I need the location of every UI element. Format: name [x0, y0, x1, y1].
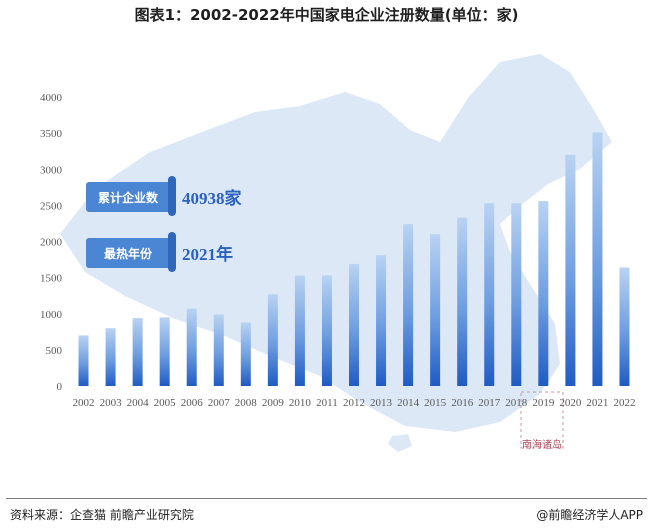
- x-tick-label: 2013: [370, 397, 393, 409]
- x-tick-label: 2012: [343, 397, 365, 409]
- stat-value-peak: 2021年: [182, 244, 233, 264]
- brand-credit: @前瞻经济学人APP: [536, 508, 643, 522]
- stat-value-total: 40938家: [182, 188, 242, 208]
- stat-badge-cumulative: [86, 182, 174, 212]
- stat-cumulative: 累计企业数 2021年 40938家: [86, 176, 242, 216]
- bar-2007: [213, 314, 224, 386]
- y-axis: 0 500 1000 1500 2000 2500 3000 3500 4000: [40, 92, 63, 393]
- y-tick-label: 4000: [40, 92, 63, 104]
- y-tick-label: 1000: [40, 309, 63, 321]
- x-tick-label: 2008: [235, 397, 258, 409]
- bar-2006: [186, 308, 197, 386]
- bar-2009: [267, 294, 278, 386]
- x-tick-label: 2016: [451, 397, 474, 409]
- x-tick-label: 2004: [127, 397, 150, 409]
- y-tick-label: 0: [57, 381, 63, 393]
- bar-2004: [132, 318, 143, 386]
- y-tick-label: 2000: [40, 237, 63, 249]
- x-tick-label: 2003: [100, 397, 123, 409]
- bar-2016: [457, 217, 468, 386]
- bar-2010: [294, 275, 305, 386]
- x-tick-label: 2021: [586, 397, 608, 409]
- south-china-sea-label: 南海诸岛: [522, 438, 562, 451]
- y-tick-label: 3000: [40, 164, 63, 176]
- bar-2013: [376, 255, 387, 386]
- y-tick-label: 3500: [40, 128, 63, 140]
- chart-title: 图表1：2002-2022年中国家电企业注册数量(单位：家): [134, 6, 519, 24]
- stat-label-cumulative: 累计企业数: [98, 190, 159, 205]
- bar-chart: 南海诸岛 0 500 1000 1500 2000 2500 3000 3500 4000 20…: [40, 54, 636, 452]
- bar-2018: [511, 203, 522, 386]
- bar-2014: [403, 224, 414, 386]
- footer: 资料来源：企查猫 前瞻产业研究院 @前瞻经济学人APP: [0, 498, 653, 532]
- stat-badge-roll-cumulative: [168, 176, 176, 216]
- x-tick-label: 2018: [505, 397, 528, 409]
- china-map-shape: [60, 54, 612, 432]
- x-tick-label: 2002: [73, 397, 95, 409]
- stat-badge-peak: [86, 238, 174, 268]
- x-tick-label: 2020: [559, 397, 582, 409]
- source-note: 资料来源：企查猫 前瞻产业研究院: [10, 508, 194, 522]
- x-tick-label: 2014: [397, 397, 420, 409]
- x-tick-label: 2007: [208, 397, 231, 409]
- x-tick-label: 2011: [316, 397, 338, 409]
- bar-2021: [592, 132, 603, 386]
- x-tick-label: 2005: [154, 397, 177, 409]
- bar-2022: [619, 267, 630, 386]
- bar-2017: [484, 203, 495, 386]
- bar-2005: [159, 317, 170, 386]
- x-tick-label: 2015: [424, 397, 447, 409]
- bar-2002: [78, 335, 89, 386]
- y-tick-label: 500: [46, 345, 63, 357]
- x-tick-label: 2019: [532, 397, 555, 409]
- stat-label-peak: 最热年份: [104, 246, 153, 261]
- x-tick-label: 2017: [478, 397, 501, 409]
- bar-2012: [349, 263, 359, 386]
- stat-badge-roll-peak: [168, 232, 176, 272]
- bar-2019: [538, 201, 549, 386]
- x-tick-label: 2006: [181, 397, 204, 409]
- x-tick-label: 2010: [289, 397, 312, 409]
- bar-2003: [105, 328, 116, 386]
- bar-2015: [430, 234, 441, 386]
- bar-series: [78, 132, 630, 386]
- south-china-sea-inset: [520, 391, 564, 449]
- bar-2011: [321, 275, 332, 386]
- x-tick-label: 2022: [613, 397, 635, 409]
- footer-divider: [6, 498, 647, 499]
- x-tick-label: 2009: [262, 397, 285, 409]
- hainan-island: [388, 434, 412, 452]
- y-tick-label: 2500: [40, 200, 63, 212]
- stat-peak-year: 最热年份 2021年: [86, 232, 233, 272]
- y-tick-label: 1500: [40, 273, 63, 285]
- x-axis: 2002 2003 2004 2005 2006 2007 2008 2009 2010 2011…: [73, 397, 636, 409]
- bar-2008: [240, 322, 251, 386]
- bar-2020: [565, 154, 576, 386]
- background-map: 南海诸岛: [60, 54, 612, 452]
